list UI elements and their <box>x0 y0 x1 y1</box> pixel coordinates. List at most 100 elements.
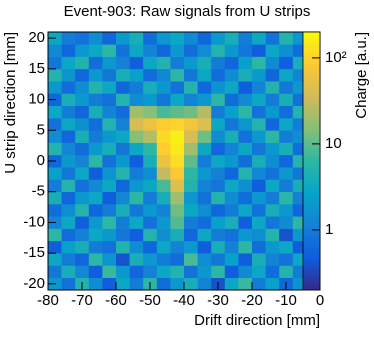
heatmap-cell <box>102 154 117 168</box>
heatmap-cell <box>252 32 266 45</box>
heatmap-cell <box>143 118 158 131</box>
heatmap-cell <box>252 240 266 254</box>
colorbar-segment <box>303 77 320 81</box>
heatmap-cell <box>143 81 158 94</box>
heatmap-cell <box>184 228 198 242</box>
heatmap-cell <box>129 105 144 119</box>
heatmap-cell <box>197 240 212 254</box>
heatmap-cell <box>184 118 198 131</box>
heatmap-cell <box>170 142 185 156</box>
colorbar-segment <box>303 128 320 133</box>
x-tick-label: -20 <box>241 292 263 309</box>
y-axis-label: U strip direction [mm] <box>2 32 19 174</box>
colorbar-segment <box>303 186 320 191</box>
heatmap-cell <box>265 142 280 156</box>
colorbar-segment <box>303 67 320 72</box>
heatmap-cell <box>75 253 90 266</box>
heatmap-cell <box>61 179 76 193</box>
heatmap-cell <box>61 93 76 107</box>
heatmap-cell <box>129 130 144 143</box>
heatmap-cell <box>211 142 226 156</box>
heatmap-cell <box>75 240 90 254</box>
heatmap-cell <box>61 240 76 254</box>
heatmap-cell <box>197 265 212 279</box>
heatmap-cell <box>197 204 212 217</box>
heatmap-cell <box>102 32 117 45</box>
heatmap-cell <box>197 68 212 82</box>
colorbar-segment <box>303 41 320 46</box>
colorbar-segment <box>303 141 320 146</box>
heatmap-cell <box>156 154 171 168</box>
heatmap-cell <box>224 265 239 279</box>
heatmap-cell <box>170 130 185 143</box>
heatmap-cell <box>116 32 130 45</box>
heatmap-cell <box>238 81 253 94</box>
heatmap-cell <box>75 179 90 193</box>
heatmap-cell <box>129 93 144 107</box>
heatmap-cell <box>238 277 253 291</box>
heatmap-cell <box>143 228 158 242</box>
heatmap-cell <box>75 154 90 168</box>
heatmap-cell <box>75 130 90 143</box>
heatmap-cell <box>184 216 198 229</box>
colorbar-segment <box>303 131 320 136</box>
heatmap-cell <box>238 68 253 82</box>
heatmap-cell <box>265 216 280 229</box>
heatmap-cell <box>75 93 90 107</box>
heatmap-cell <box>211 81 226 94</box>
heatmap-cell <box>88 93 103 107</box>
heatmap-cell <box>102 216 117 229</box>
heatmap-cell <box>156 81 171 94</box>
colorbar-segment <box>303 64 320 68</box>
colorbar-segment <box>303 202 320 207</box>
heatmap-cell <box>88 191 103 205</box>
heatmap-cell <box>116 44 130 57</box>
heatmap-cell <box>252 277 266 291</box>
heatmap-cell <box>48 81 62 94</box>
colorbar-segment <box>303 260 320 265</box>
colorbar-segment <box>303 80 320 85</box>
colorbar-segment <box>303 61 320 65</box>
heatmap-cell <box>252 154 266 168</box>
heatmap-cell <box>252 105 266 119</box>
colorbar-segment <box>303 238 320 243</box>
colorbar-segment <box>303 206 320 210</box>
heatmap-cell <box>252 68 266 82</box>
heatmap-cell <box>116 253 130 266</box>
colorbar-segment <box>303 177 320 181</box>
heatmap-cell <box>88 179 103 193</box>
heatmap-cell <box>252 167 266 180</box>
heatmap-cell <box>265 105 280 119</box>
x-tick-label: -10 <box>275 292 297 309</box>
heatmap-cell <box>129 265 144 279</box>
heatmap-cell <box>252 216 266 229</box>
heatmap-cell <box>75 32 90 45</box>
z-tick-label: 1 <box>325 221 333 238</box>
heatmap-cell <box>102 253 117 266</box>
colorbar-segment <box>303 135 320 139</box>
heatmap-cell <box>238 253 253 266</box>
colorbar-segment <box>303 273 320 278</box>
heatmap-cell <box>61 216 76 229</box>
x-tick-label: -70 <box>71 292 93 309</box>
heatmap-cell <box>265 253 280 266</box>
heatmap-cell <box>156 265 171 279</box>
colorbar-segment <box>303 96 320 101</box>
heatmap-cell <box>102 105 117 119</box>
heatmap-cell <box>197 154 212 168</box>
colorbar-segment <box>303 270 320 275</box>
heatmap-cell <box>238 130 253 143</box>
heatmap-cell <box>211 167 226 180</box>
heatmap-cell <box>61 118 76 131</box>
heatmap-cell <box>279 179 294 193</box>
heatmap-cell <box>129 277 144 291</box>
heatmap-cell <box>143 154 158 168</box>
heatmap-cell <box>61 32 76 45</box>
heatmap-cell <box>143 204 158 217</box>
heatmap-cell <box>265 277 280 291</box>
colorbar-segment <box>303 51 320 56</box>
heatmap-cell <box>279 44 294 57</box>
heatmap-cell <box>279 240 294 254</box>
heatmap-cell <box>143 68 158 82</box>
heatmap-cell <box>143 216 158 229</box>
